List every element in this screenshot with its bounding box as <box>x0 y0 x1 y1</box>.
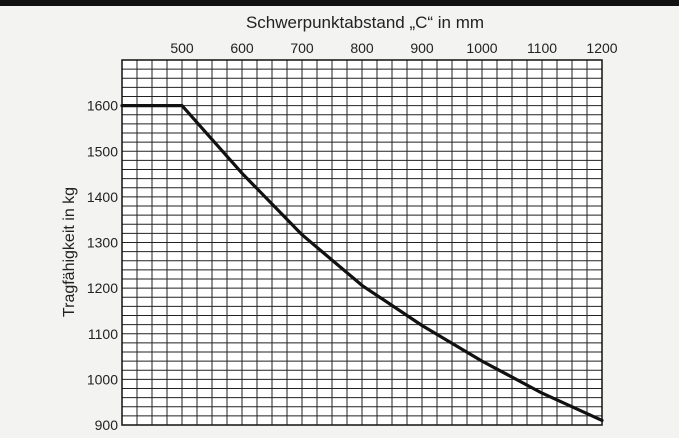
x-tick-label: 500 <box>170 40 194 56</box>
x-tick-label: 700 <box>290 40 314 56</box>
x-tick-label: 600 <box>230 40 254 56</box>
plot-border <box>121 59 603 426</box>
y-tick-label: 1500 <box>87 143 118 159</box>
x-tick-label: 900 <box>410 40 434 56</box>
y-tick-label: 1300 <box>87 235 118 251</box>
x-tick-label: 1200 <box>586 40 617 56</box>
top-border <box>0 0 679 6</box>
y-tick-label: 1600 <box>87 98 118 114</box>
y-tick-label: 1100 <box>88 326 118 342</box>
y-tick-label: 1400 <box>87 189 118 205</box>
y-tick-label: 1000 <box>87 371 118 387</box>
y-axis-label: Tragfähigkeit in kg <box>61 187 78 317</box>
load-curve-group <box>120 104 604 422</box>
grid-lines <box>121 59 603 426</box>
y-tick-labels: 900 1000 1100 1200 1300 1400 1500 1600 <box>87 98 118 433</box>
x-tick-label: 1100 <box>527 40 557 56</box>
load-curve-line <box>120 104 604 422</box>
x-tick-label: 1000 <box>466 40 497 56</box>
y-tick-label: 900 <box>95 417 119 433</box>
x-axis-label: Schwerpunktabstand „C“ in mm <box>246 13 484 32</box>
y-tick-label: 1200 <box>87 280 118 296</box>
x-tick-label: 800 <box>350 40 374 56</box>
x-tick-labels: 500 600 700 800 900 1000 1100 1200 <box>170 40 617 56</box>
